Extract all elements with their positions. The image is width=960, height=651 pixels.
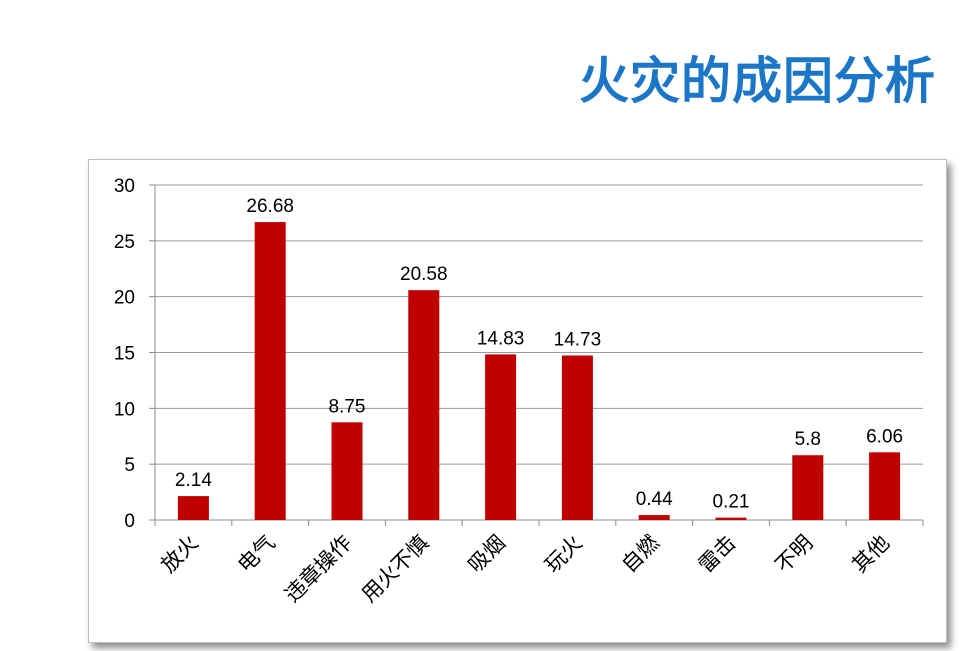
y-tick-label: 20 — [114, 288, 135, 309]
bar-7 — [638, 515, 670, 520]
data-label: 8.75 — [329, 396, 366, 417]
bar-6 — [561, 355, 593, 520]
x-category-label: 不明 — [771, 531, 818, 578]
x-category-label: 玩火 — [540, 531, 587, 578]
x-category-label: 电气 — [233, 531, 280, 578]
data-label: 0.44 — [636, 489, 673, 510]
x-category-label: 其他 — [847, 531, 894, 578]
data-label: 14.83 — [477, 328, 525, 349]
bar-3 — [331, 422, 363, 520]
data-label: 26.68 — [246, 196, 294, 217]
y-tick-label: 30 — [114, 176, 135, 197]
y-tick-label: 25 — [114, 232, 135, 253]
y-tick-label: 0 — [124, 511, 135, 532]
data-label: 20.58 — [400, 264, 448, 285]
data-label: 0.21 — [713, 492, 750, 513]
bar-5 — [485, 354, 517, 520]
x-category-label: 自燃 — [617, 531, 664, 578]
data-label: 6.06 — [866, 426, 903, 447]
bar-chart: 0 5 10 15 20 25 30 2.14 放火 26.68 电气 8.75 违章操作 20.58 用火… — [114, 176, 924, 607]
x-category-label: 违章操作 — [280, 531, 356, 607]
bar-1 — [177, 496, 209, 520]
chart-frame: 0 5 10 15 20 25 30 2.14 放火 26.68 电气 8.75 违章操作 20.58 用火… — [88, 159, 947, 643]
x-category-label: 吸烟 — [463, 531, 510, 578]
y-tick-label: 15 — [114, 344, 135, 365]
bars — [177, 222, 901, 520]
bar-4 — [408, 290, 440, 520]
bar-2 — [254, 222, 286, 520]
data-label: 2.14 — [175, 470, 212, 491]
y-tick-label: 5 — [124, 455, 135, 476]
data-label: 5.8 — [795, 429, 821, 450]
bar-10 — [869, 452, 901, 520]
slide-title: 火灾的成因分析 — [579, 52, 936, 110]
x-category-label: 用火不慎 — [357, 531, 433, 607]
bar-9 — [792, 455, 824, 520]
y-tick-label: 10 — [114, 399, 135, 420]
data-label: 14.73 — [554, 330, 602, 351]
x-category-label: 雷击 — [694, 531, 741, 578]
x-category-label: 放火 — [156, 531, 203, 578]
bar-8 — [715, 517, 747, 520]
